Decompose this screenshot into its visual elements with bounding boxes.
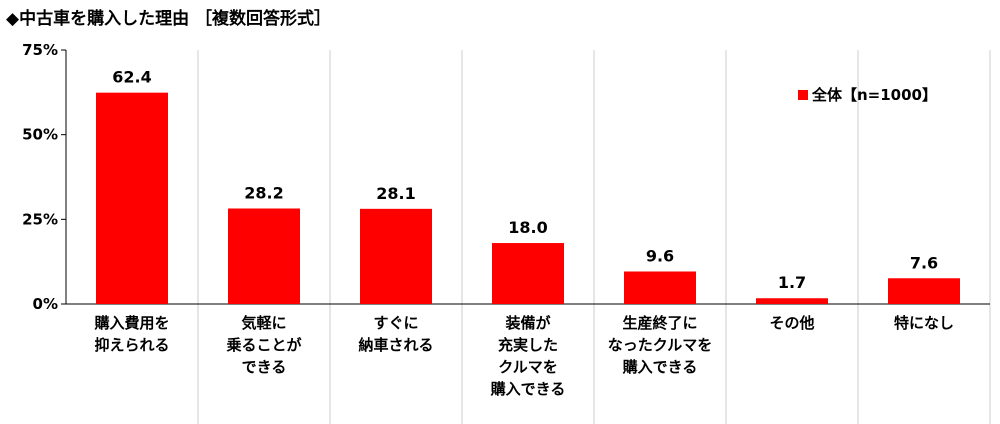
bar <box>360 208 432 304</box>
y-tick-label: 0% <box>33 295 58 313</box>
legend-label: 全体【n=1000】 <box>811 86 937 104</box>
bar <box>96 92 168 304</box>
bar-value-label: 28.2 <box>244 183 283 202</box>
y-tick-label: 50% <box>22 126 58 144</box>
chart-title: ◆中古車を購入した理由 ［複数回答形式］ <box>6 9 331 29</box>
bar-value-label: 28.1 <box>376 184 415 203</box>
category-label: 特になし <box>894 314 954 332</box>
bar-value-label: 1.7 <box>778 273 806 292</box>
category-label: 購入費用を抑えられる <box>93 314 169 354</box>
bar-value-label: 7.6 <box>910 253 938 272</box>
bar-value-label: 18.0 <box>508 218 547 237</box>
category-label: その他 <box>769 314 814 332</box>
bar <box>888 278 960 304</box>
y-tick-label: 25% <box>22 210 58 228</box>
bar-value-label: 9.6 <box>646 246 674 265</box>
category-label: すぐに納車される <box>358 314 433 354</box>
category-label: 生産終了になったクルマを購入できる <box>608 314 713 376</box>
bar <box>624 271 696 304</box>
bar <box>228 208 300 304</box>
bar <box>492 243 564 304</box>
bar-value-label: 62.4 <box>112 68 151 87</box>
y-tick-label: 75% <box>22 41 58 59</box>
category-label: 気軽に乗ることができる <box>226 314 302 376</box>
category-label: 装備が充実したクルマを購入できる <box>490 314 566 398</box>
bar <box>756 298 828 304</box>
legend-swatch <box>798 90 808 100</box>
